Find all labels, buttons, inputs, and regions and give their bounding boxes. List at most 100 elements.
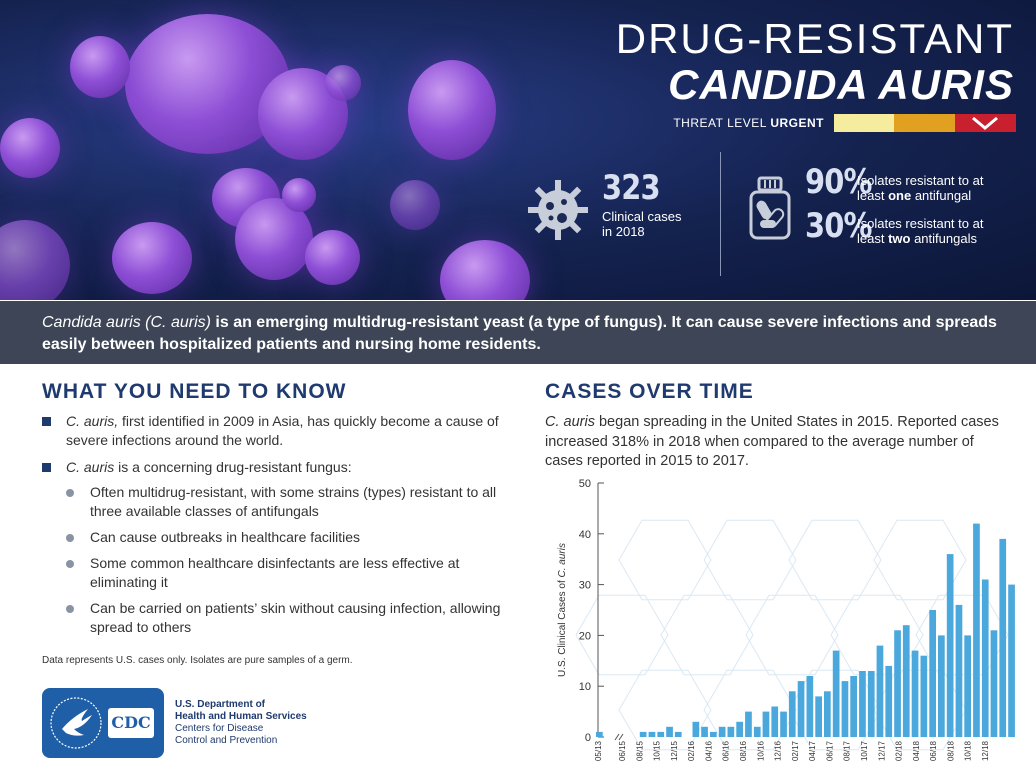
hexagon-bg-shape [703, 519, 797, 601]
bar [780, 711, 787, 737]
x-tick-label: 10/18 [964, 740, 973, 761]
x-tick-label: 05/13 [594, 740, 603, 761]
stat-cases-label-line1: Clinical cases [602, 209, 682, 224]
sub-list-item-text: Often multidrug-resistant, with some str… [90, 484, 497, 519]
fungus-cell-image [305, 230, 360, 285]
fungus-cell-image [112, 222, 192, 294]
bar [701, 726, 708, 737]
bar [832, 650, 840, 737]
x-tick-label: 06/15 [618, 740, 627, 761]
sub-list-item: Often multidrug-resistant, with some str… [42, 483, 502, 521]
y-tick-label: 50 [579, 478, 591, 490]
x-tick-label: 12/18 [981, 740, 990, 761]
stat-two-label-line1: Isolates resistant to at [857, 216, 984, 231]
bar [639, 731, 647, 737]
bar [885, 665, 893, 737]
bar [929, 610, 936, 737]
need-to-know-heading: WHAT YOU NEED TO KNOW [42, 380, 347, 403]
bar [964, 635, 971, 737]
y-axis-label-text: U.S. Clinical Cases of [557, 577, 568, 676]
bar [1008, 584, 1015, 737]
bar [920, 655, 928, 737]
bar [718, 726, 726, 737]
y-tick-label: 30 [579, 580, 591, 592]
bar [938, 635, 945, 737]
list-item: C. auris is a concerning drug-resistant … [42, 458, 502, 477]
x-tick-label: 12/17 [877, 740, 886, 761]
org-line1: U.S. Department of [175, 699, 266, 710]
bar [946, 554, 954, 737]
stat-one-label-pre: least [857, 188, 889, 203]
footnote: Data represents U.S. cases only. Isolate… [42, 655, 353, 666]
x-tick-label: 04/16 [704, 740, 713, 761]
x-tick-label: 04/17 [808, 740, 817, 761]
bar [806, 676, 814, 737]
y-axis-label: U.S. Clinical Cases of C. auris [557, 543, 568, 677]
bar [727, 726, 735, 737]
x-tick-label: 08/17 [843, 740, 852, 761]
threat-arrow-icon [972, 116, 998, 130]
stat-one-label-post: antifungal [911, 188, 972, 203]
y-axis-label-italic: C. auris [557, 543, 568, 577]
hexagon-bg-shape [660, 594, 754, 676]
fungus-cell-image [282, 178, 316, 212]
hexagon-bg-shape [703, 669, 797, 751]
list-item-text: is a concerning drug-resistant fungus: [114, 459, 352, 475]
threat-segment-urgent [955, 114, 1016, 132]
y-tick-label: 0 [585, 732, 591, 744]
x-tick-label: 10/17 [860, 740, 869, 761]
bar [762, 711, 770, 737]
bar [999, 538, 1007, 737]
stat-two-antifungals-value: 30% [805, 206, 872, 246]
hero-banner: DRUG-RESISTANT CANDIDA AURIS THREAT LEVE… [0, 0, 1036, 300]
bar [692, 721, 700, 737]
bar [850, 676, 857, 737]
bar [666, 726, 673, 737]
bar [841, 681, 849, 737]
cases-desc-italic: C. auris [545, 414, 595, 430]
bar [736, 721, 743, 737]
stat-one-label-bold: one [888, 188, 912, 203]
bar [990, 630, 998, 737]
bar [674, 731, 682, 737]
dot-bullet-icon [66, 560, 74, 568]
fungus-cell-image [440, 240, 530, 300]
bar [657, 731, 665, 737]
stat-cases-label: Clinical cases in 2018 [602, 209, 681, 239]
bar [753, 726, 761, 737]
fungus-cell-image [0, 220, 70, 300]
org-line4: Control and Prevention [175, 735, 278, 746]
stats-panel: 323 Clinical cases in 2018 90% Isolates … [520, 150, 1036, 280]
pill-bottle-icon [749, 176, 791, 240]
bar [771, 706, 779, 737]
x-tick-label: 02/17 [791, 740, 800, 761]
fungus-cell-image [0, 118, 60, 178]
bar [745, 711, 752, 737]
stat-one-label-line1: Isolates resistant to at [857, 173, 984, 188]
cases-heading: CASES OVER TIME [545, 380, 754, 403]
dot-bullet-icon [66, 605, 74, 613]
x-tick-label: 02/16 [687, 740, 696, 761]
list-item-text: first identified in 2009 in Asia, has qu… [66, 413, 499, 448]
sub-list-item: Some common healthcare disinfectants are… [42, 554, 502, 592]
bar [859, 671, 866, 737]
cases-description: C. auris began spreading in the United S… [545, 413, 1015, 472]
hexagon-bg-shape [745, 594, 839, 676]
intro-body: is an emerging multidrug-resistant yeast… [42, 314, 997, 353]
cdc-logo: CDC [108, 708, 154, 738]
threat-level: THREAT LEVEL URGENT [673, 114, 1016, 132]
bar [894, 630, 901, 737]
x-tick-label: 08/16 [739, 740, 748, 761]
x-tick-label: 02/18 [895, 740, 904, 761]
need-to-know-list: C. auris, first identified in 2009 in As… [42, 412, 502, 644]
bar [596, 731, 603, 737]
fungus-cell-image [390, 180, 440, 230]
stat-two-label-bold: two [888, 231, 911, 246]
bar [710, 731, 717, 737]
hexagon-bg-shape [788, 519, 882, 601]
sub-list-item-text: Some common healthcare disinfectants are… [90, 555, 460, 590]
bar [902, 625, 910, 737]
list-item-italic: C. auris [66, 459, 115, 475]
org-line2: Health and Human Services [175, 711, 307, 722]
hhs-eagle-icon [50, 697, 102, 749]
